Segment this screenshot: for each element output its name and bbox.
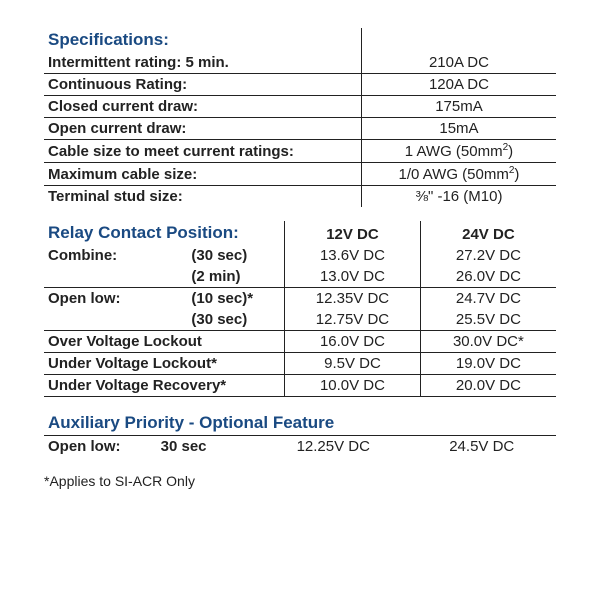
specifications-table: Specifications: Intermittent rating: 5 m… <box>44 28 556 207</box>
rcp-time: (10 sec)* <box>187 288 284 310</box>
rcp-12v: 10.0V DC <box>285 375 421 397</box>
footnote: *Applies to SI-ACR Only <box>44 471 556 489</box>
rcp-label <box>44 309 187 331</box>
rcp-label <box>44 266 187 288</box>
spec-value: 120A DC <box>361 74 556 96</box>
rcp-col-12v: 12V DC <box>285 221 421 245</box>
spec-label: Continuous Rating: <box>44 74 361 96</box>
aux-24v: 24.5V DC <box>407 436 556 458</box>
spec-label: Terminal stud size: <box>44 186 361 208</box>
rcp-label: Over Voltage Lockout <box>44 331 285 353</box>
rcp-24v: 25.5V DC <box>420 309 556 331</box>
aux-time: 30 sec <box>157 436 259 458</box>
rcp-24v: 30.0V DC* <box>420 331 556 353</box>
aux-priority-table: Auxiliary Priority - Optional Feature Op… <box>44 411 556 457</box>
relay-contact-table: Relay Contact Position: 12V DC 24V DC Co… <box>44 221 556 397</box>
rcp-time: (30 sec) <box>187 245 284 266</box>
rcp-24v: 19.0V DC <box>420 353 556 375</box>
rcp-24v: 26.0V DC <box>420 266 556 288</box>
spec-label: Maximum cable size: <box>44 163 361 186</box>
rcp-12v: 12.75V DC <box>285 309 421 331</box>
rcp-col-24v: 24V DC <box>420 221 556 245</box>
spec-value: 210A DC <box>361 52 556 74</box>
spec-label: Closed current draw: <box>44 96 361 118</box>
rcp-title: Relay Contact Position: <box>44 221 285 245</box>
aux-12v: 12.25V DC <box>259 436 407 458</box>
rcp-label: Under Voltage Recovery* <box>44 375 285 397</box>
rcp-24v: 24.7V DC <box>420 288 556 310</box>
spec-value: 1/0 AWG (50mm2) <box>361 163 556 186</box>
rcp-12v: 13.6V DC <box>285 245 421 266</box>
spec-sheet: Specifications: Intermittent rating: 5 m… <box>0 0 600 600</box>
rcp-12v: 16.0V DC <box>285 331 421 353</box>
rcp-24v: 27.2V DC <box>420 245 556 266</box>
aux-label: Open low: <box>44 436 157 458</box>
rcp-12v: 9.5V DC <box>285 353 421 375</box>
spec-label: Cable size to meet current ratings: <box>44 140 361 163</box>
specifications-title: Specifications: <box>44 28 361 52</box>
spec-value: 1 AWG (50mm2) <box>361 140 556 163</box>
spec-label: Open current draw: <box>44 118 361 140</box>
rcp-time: (30 sec) <box>187 309 284 331</box>
rcp-12v: 12.35V DC <box>285 288 421 310</box>
spec-value: 15mA <box>361 118 556 140</box>
aux-title: Auxiliary Priority - Optional Feature <box>44 411 556 436</box>
rcp-label: Combine: <box>44 245 187 266</box>
rcp-12v: 13.0V DC <box>285 266 421 288</box>
rcp-label: Under Voltage Lockout* <box>44 353 285 375</box>
rcp-time: (2 min) <box>187 266 284 288</box>
rcp-24v: 20.0V DC <box>420 375 556 397</box>
spec-label: Intermittent rating: 5 min. <box>44 52 361 74</box>
spec-value: 175mA <box>361 96 556 118</box>
spec-value: ⅜" -16 (M10) <box>361 186 556 208</box>
rcp-label: Open low: <box>44 288 187 310</box>
